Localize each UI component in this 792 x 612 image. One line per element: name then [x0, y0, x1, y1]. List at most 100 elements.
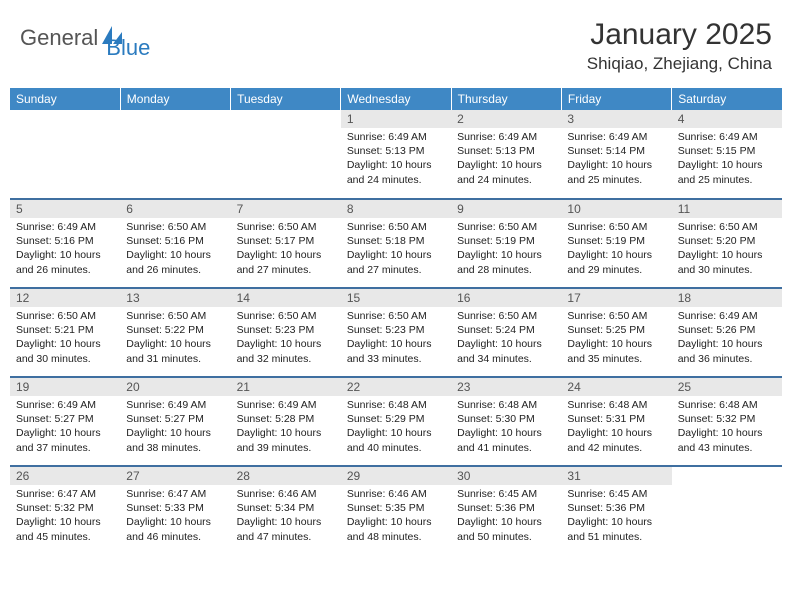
day-number: 30	[451, 467, 561, 485]
day-detail: Sunrise: 6:50 AMSunset: 5:24 PMDaylight:…	[451, 307, 561, 376]
day-detail: Sunrise: 6:49 AMSunset: 5:14 PMDaylight:…	[561, 128, 671, 198]
logo-text-blue: Blue	[106, 38, 150, 59]
day-detail: Sunrise: 6:45 AMSunset: 5:36 PMDaylight:…	[451, 485, 561, 555]
calendar-cell: 22Sunrise: 6:48 AMSunset: 5:29 PMDayligh…	[341, 377, 451, 466]
calendar-cell: 5Sunrise: 6:49 AMSunset: 5:16 PMDaylight…	[10, 199, 120, 288]
calendar-cell: 31Sunrise: 6:45 AMSunset: 5:36 PMDayligh…	[561, 466, 671, 555]
calendar-cell: 20Sunrise: 6:49 AMSunset: 5:27 PMDayligh…	[120, 377, 230, 466]
logo: General Blue	[20, 18, 150, 59]
day-number: 21	[231, 378, 341, 396]
calendar-cell: 27Sunrise: 6:47 AMSunset: 5:33 PMDayligh…	[120, 466, 230, 555]
day-detail: Sunrise: 6:46 AMSunset: 5:34 PMDaylight:…	[231, 485, 341, 555]
day-detail: Sunrise: 6:49 AMSunset: 5:27 PMDaylight:…	[10, 396, 120, 465]
day-number: 20	[120, 378, 230, 396]
day-detail: Sunrise: 6:48 AMSunset: 5:31 PMDaylight:…	[561, 396, 671, 465]
calendar-cell: 2Sunrise: 6:49 AMSunset: 5:13 PMDaylight…	[451, 110, 561, 199]
calendar-cell: 15Sunrise: 6:50 AMSunset: 5:23 PMDayligh…	[341, 288, 451, 377]
day-detail	[120, 128, 230, 198]
calendar-cell: 11Sunrise: 6:50 AMSunset: 5:20 PMDayligh…	[672, 199, 782, 288]
day-detail	[231, 128, 341, 198]
logo-text-general: General	[20, 25, 98, 51]
calendar-row: 5Sunrise: 6:49 AMSunset: 5:16 PMDaylight…	[10, 199, 782, 288]
calendar-cell: 16Sunrise: 6:50 AMSunset: 5:24 PMDayligh…	[451, 288, 561, 377]
day-number: 1	[341, 110, 451, 128]
day-detail: Sunrise: 6:50 AMSunset: 5:21 PMDaylight:…	[10, 307, 120, 376]
calendar-cell: 24Sunrise: 6:48 AMSunset: 5:31 PMDayligh…	[561, 377, 671, 466]
day-number: 5	[10, 200, 120, 218]
day-detail: Sunrise: 6:50 AMSunset: 5:25 PMDaylight:…	[561, 307, 671, 376]
calendar-cell: 13Sunrise: 6:50 AMSunset: 5:22 PMDayligh…	[120, 288, 230, 377]
day-number: 2	[451, 110, 561, 128]
calendar-cell: 19Sunrise: 6:49 AMSunset: 5:27 PMDayligh…	[10, 377, 120, 466]
day-detail	[10, 128, 120, 198]
day-number: 26	[10, 467, 120, 485]
day-number	[672, 467, 782, 485]
day-number: 25	[672, 378, 782, 396]
calendar-cell	[672, 466, 782, 555]
calendar-row: 26Sunrise: 6:47 AMSunset: 5:32 PMDayligh…	[10, 466, 782, 555]
day-number	[120, 110, 230, 128]
day-header: Friday	[561, 88, 671, 110]
day-detail: Sunrise: 6:50 AMSunset: 5:20 PMDaylight:…	[672, 218, 782, 287]
calendar-cell: 18Sunrise: 6:49 AMSunset: 5:26 PMDayligh…	[672, 288, 782, 377]
day-detail: Sunrise: 6:47 AMSunset: 5:32 PMDaylight:…	[10, 485, 120, 555]
day-detail: Sunrise: 6:50 AMSunset: 5:19 PMDaylight:…	[451, 218, 561, 287]
day-number: 7	[231, 200, 341, 218]
calendar-cell: 4Sunrise: 6:49 AMSunset: 5:15 PMDaylight…	[672, 110, 782, 199]
calendar-cell: 29Sunrise: 6:46 AMSunset: 5:35 PMDayligh…	[341, 466, 451, 555]
calendar-cell: 23Sunrise: 6:48 AMSunset: 5:30 PMDayligh…	[451, 377, 561, 466]
day-number: 15	[341, 289, 451, 307]
calendar-cell: 21Sunrise: 6:49 AMSunset: 5:28 PMDayligh…	[231, 377, 341, 466]
day-detail: Sunrise: 6:50 AMSunset: 5:23 PMDaylight:…	[341, 307, 451, 376]
day-detail: Sunrise: 6:50 AMSunset: 5:16 PMDaylight:…	[120, 218, 230, 287]
day-header: Monday	[120, 88, 230, 110]
calendar-cell: 14Sunrise: 6:50 AMSunset: 5:23 PMDayligh…	[231, 288, 341, 377]
calendar-row: 12Sunrise: 6:50 AMSunset: 5:21 PMDayligh…	[10, 288, 782, 377]
day-number: 3	[561, 110, 671, 128]
day-detail: Sunrise: 6:50 AMSunset: 5:19 PMDaylight:…	[561, 218, 671, 287]
day-detail: Sunrise: 6:49 AMSunset: 5:27 PMDaylight:…	[120, 396, 230, 465]
day-detail: Sunrise: 6:50 AMSunset: 5:17 PMDaylight:…	[231, 218, 341, 287]
day-detail: Sunrise: 6:49 AMSunset: 5:16 PMDaylight:…	[10, 218, 120, 287]
calendar-cell: 9Sunrise: 6:50 AMSunset: 5:19 PMDaylight…	[451, 199, 561, 288]
calendar-cell: 8Sunrise: 6:50 AMSunset: 5:18 PMDaylight…	[341, 199, 451, 288]
day-header: Thursday	[451, 88, 561, 110]
day-number: 9	[451, 200, 561, 218]
calendar-cell: 7Sunrise: 6:50 AMSunset: 5:17 PMDaylight…	[231, 199, 341, 288]
calendar-cell: 3Sunrise: 6:49 AMSunset: 5:14 PMDaylight…	[561, 110, 671, 199]
calendar-cell: 26Sunrise: 6:47 AMSunset: 5:32 PMDayligh…	[10, 466, 120, 555]
day-number: 29	[341, 467, 451, 485]
day-number: 23	[451, 378, 561, 396]
day-number: 27	[120, 467, 230, 485]
day-detail: Sunrise: 6:49 AMSunset: 5:26 PMDaylight:…	[672, 307, 782, 376]
calendar-cell	[231, 110, 341, 199]
day-number: 12	[10, 289, 120, 307]
title-block: January 2025 Shiqiao, Zhejiang, China	[587, 18, 772, 74]
calendar-row: 1Sunrise: 6:49 AMSunset: 5:13 PMDaylight…	[10, 110, 782, 199]
calendar-cell: 12Sunrise: 6:50 AMSunset: 5:21 PMDayligh…	[10, 288, 120, 377]
calendar-cell: 30Sunrise: 6:45 AMSunset: 5:36 PMDayligh…	[451, 466, 561, 555]
calendar-cell	[10, 110, 120, 199]
day-detail: Sunrise: 6:49 AMSunset: 5:28 PMDaylight:…	[231, 396, 341, 465]
day-number: 4	[672, 110, 782, 128]
calendar-cell: 28Sunrise: 6:46 AMSunset: 5:34 PMDayligh…	[231, 466, 341, 555]
day-number: 16	[451, 289, 561, 307]
calendar-cell: 25Sunrise: 6:48 AMSunset: 5:32 PMDayligh…	[672, 377, 782, 466]
day-number: 22	[341, 378, 451, 396]
day-number: 6	[120, 200, 230, 218]
day-number: 14	[231, 289, 341, 307]
day-detail: Sunrise: 6:50 AMSunset: 5:23 PMDaylight:…	[231, 307, 341, 376]
day-detail: Sunrise: 6:46 AMSunset: 5:35 PMDaylight:…	[341, 485, 451, 555]
day-header: Tuesday	[231, 88, 341, 110]
day-detail: Sunrise: 6:49 AMSunset: 5:13 PMDaylight:…	[451, 128, 561, 198]
calendar-table: Sunday Monday Tuesday Wednesday Thursday…	[10, 88, 782, 555]
day-number: 18	[672, 289, 782, 307]
day-detail: Sunrise: 6:49 AMSunset: 5:15 PMDaylight:…	[672, 128, 782, 198]
day-header: Sunday	[10, 88, 120, 110]
day-number: 8	[341, 200, 451, 218]
day-number: 28	[231, 467, 341, 485]
day-number	[231, 110, 341, 128]
location: Shiqiao, Zhejiang, China	[587, 54, 772, 74]
day-detail: Sunrise: 6:45 AMSunset: 5:36 PMDaylight:…	[561, 485, 671, 555]
page-header: General Blue January 2025 Shiqiao, Zheji…	[0, 0, 792, 82]
